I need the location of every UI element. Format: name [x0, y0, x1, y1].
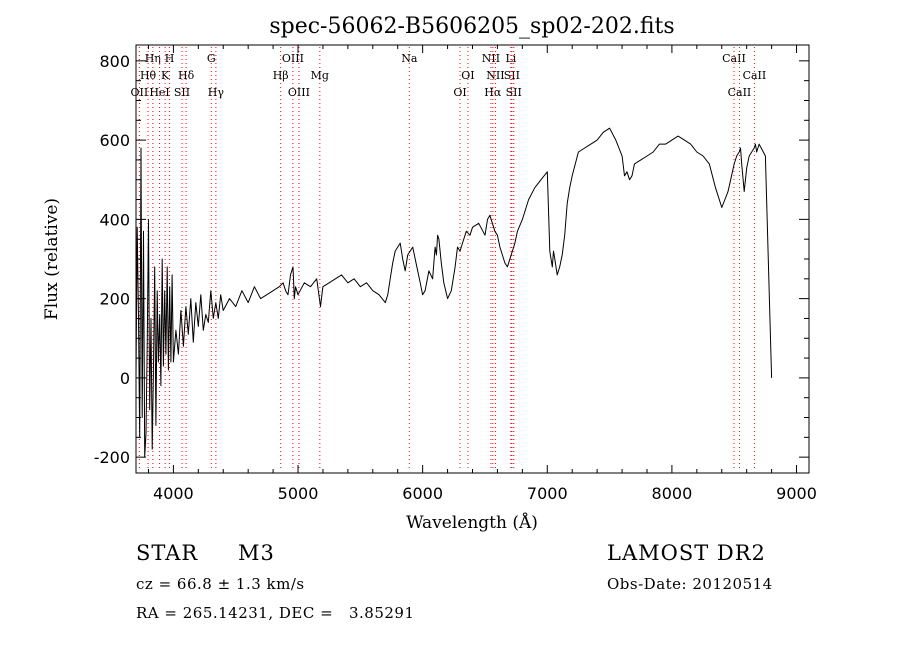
marker-label: Hβ	[273, 69, 289, 82]
marker-label: H	[165, 52, 175, 65]
marker-label: Hδ	[178, 69, 195, 82]
object-class: STAR	[136, 541, 199, 565]
y-tick-label: 400	[99, 210, 130, 229]
marker-label: OII	[131, 86, 149, 99]
x-tick-label: 7000	[527, 484, 568, 503]
marker-label: K	[161, 69, 170, 82]
marker-label: Na	[401, 52, 418, 65]
chart-title: spec-56062-B5606205_sp02-202.fits	[269, 14, 674, 39]
sky-coordinates: RA = 265.14231, DEC = 3.85291	[136, 604, 415, 622]
marker-label: OIII	[288, 86, 310, 99]
marker-label: Hη	[145, 52, 161, 65]
spectrum-line	[135, 127, 773, 458]
redshift-velocity: cz = 66.8 ± 1.3 km/s	[136, 575, 305, 593]
marker-label: NII	[482, 52, 500, 65]
object-subclass: M3	[238, 541, 275, 565]
y-tick-label: 600	[99, 131, 130, 150]
marker-label: OI	[453, 86, 466, 99]
observation-date: Obs-Date: 20120514	[607, 575, 773, 593]
y-tick-label: 800	[99, 52, 130, 71]
spectrum-series	[135, 127, 773, 458]
marker-label: NII	[486, 69, 504, 82]
marker-label: CaII	[722, 52, 746, 65]
marker-label: G	[207, 52, 216, 65]
marker-label: OIII	[282, 52, 304, 65]
y-tick-label: 0	[120, 369, 130, 388]
plot-frame	[135, 44, 810, 474]
line-markers: OIIHθHηHeIKHSIIHδGHγHβOIIIOIIIMgNaOIOINI…	[131, 47, 767, 471]
x-tick-label: 8000	[652, 484, 693, 503]
survey-name: LAMOST DR2	[607, 541, 766, 565]
marker-label: OI	[461, 69, 474, 82]
marker-label: HeI	[149, 86, 169, 99]
x-tick-label: 9000	[776, 484, 817, 503]
marker-label: Mg	[311, 69, 329, 82]
marker-label: SII	[504, 69, 520, 82]
marker-label: CaII	[743, 69, 767, 82]
x-tick-label: 4000	[153, 484, 194, 503]
x-tick-label: 5000	[278, 484, 319, 503]
marker-label: Hγ	[208, 86, 225, 99]
marker-label: Hθ	[140, 69, 157, 82]
marker-label: Li	[505, 52, 516, 65]
x-axis-label: Wavelength (Å)	[406, 512, 538, 533]
marker-label: SII	[174, 86, 190, 99]
marker-label: SII	[506, 86, 522, 99]
axes: 4000 5000 6000 7000 8000 9000 -200 0 200 400 600 80…	[94, 45, 817, 503]
x-tick-label: 6000	[402, 484, 443, 503]
y-tick-label: -200	[94, 448, 130, 467]
y-tick-label: 200	[99, 290, 130, 309]
marker-label: CaII	[728, 86, 752, 99]
y-axis-label: Flux (relative)	[42, 198, 62, 320]
marker-label: Hα	[484, 86, 502, 99]
